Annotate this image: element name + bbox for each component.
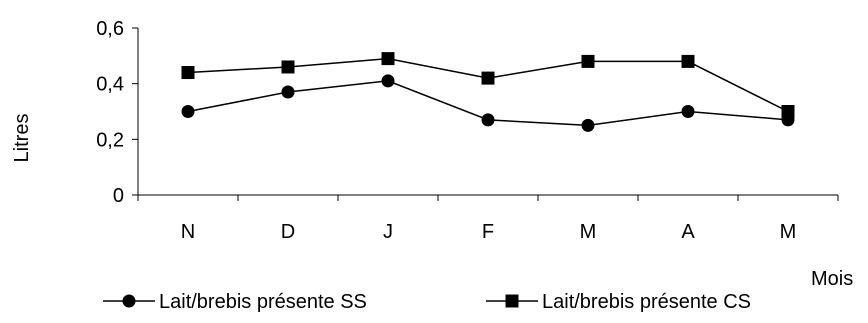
y-tick-label: 0,4 xyxy=(96,74,124,96)
series-2 xyxy=(181,52,795,118)
x-tick-label: A xyxy=(681,221,695,243)
data-point xyxy=(581,54,595,68)
data-point xyxy=(681,54,695,68)
axes xyxy=(132,27,839,201)
data-point xyxy=(481,113,495,127)
legend-item-1: Lait/brebis présente SS xyxy=(103,291,367,313)
legend-label: Lait/brebis présente CS xyxy=(542,291,751,313)
data-point xyxy=(181,105,195,118)
data-point xyxy=(281,60,295,74)
data-point xyxy=(381,52,395,66)
x-tick-label: D xyxy=(281,221,295,243)
data-point xyxy=(681,105,695,118)
y-tick-labels: 0 0,2 0,4 0,6 xyxy=(96,18,124,207)
x-tick-label: M xyxy=(580,221,597,243)
legend-item-2: Lait/brebis présente CS xyxy=(486,291,751,313)
series-line xyxy=(187,57,789,113)
data-point xyxy=(281,85,295,99)
y-axis-label: Litres xyxy=(11,114,33,163)
x-tick-label: N xyxy=(181,221,195,243)
data-point xyxy=(481,71,495,85)
x-axis-label: Mois xyxy=(811,268,853,290)
data-point xyxy=(581,118,595,132)
y-tick-label: 0,2 xyxy=(96,129,124,151)
series-group xyxy=(181,52,795,132)
legend-label: Lait/brebis présente SS xyxy=(159,291,367,313)
legend-marker xyxy=(122,294,136,308)
x-tick-label: F xyxy=(482,221,494,243)
x-tick-label: J xyxy=(383,221,393,243)
series-1 xyxy=(181,74,795,132)
data-point xyxy=(181,66,195,80)
legend-marker xyxy=(505,294,519,308)
x-tick-label: M xyxy=(780,221,797,243)
data-point xyxy=(781,105,795,118)
data-point xyxy=(381,74,395,88)
y-tick-label: 0 xyxy=(113,185,124,207)
y-tick-label: 0,6 xyxy=(96,18,124,40)
legend: Lait/brebis présente SS Lait/brebis prése… xyxy=(103,291,751,313)
